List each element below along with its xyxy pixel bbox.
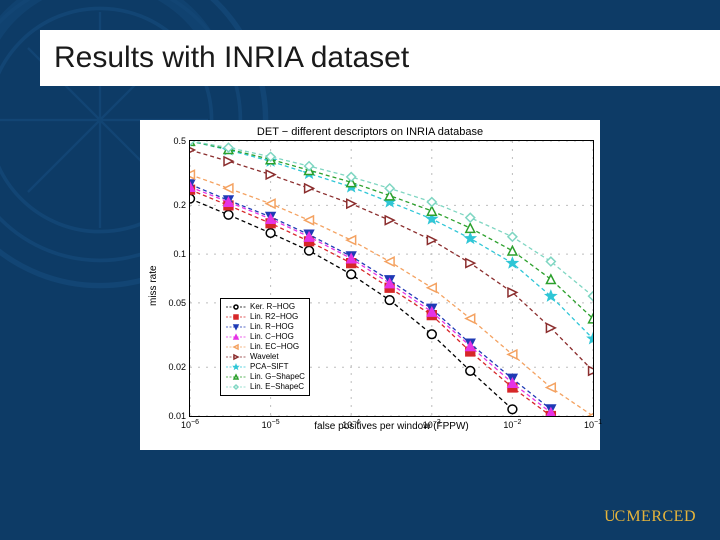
- title-bar: Results with INRIA dataset: [40, 30, 720, 86]
- chart-title: DET − different descriptors on INRIA dat…: [146, 126, 594, 138]
- ytick-label: 0.5: [173, 136, 186, 146]
- legend-swatch: [225, 303, 247, 311]
- plot-column: Ker. R−HOGLin. R2−HOGLin. R−HOGLin. C−HO…: [161, 140, 594, 432]
- x-axis-label: false positives per window (FPPW): [189, 421, 594, 432]
- ucmerced-logo: UC MERCED: [604, 508, 696, 526]
- xtick-label: 10−1: [584, 419, 602, 430]
- ytick-label: 0.02: [168, 362, 186, 372]
- xtick-label: 10−3: [423, 419, 441, 430]
- legend-swatch: [225, 363, 247, 371]
- y-axis-label: miss rate: [146, 140, 161, 432]
- legend-label: Wavelet: [250, 352, 279, 362]
- ytick-label: 0.2: [173, 200, 186, 210]
- legend-swatch: [225, 313, 247, 321]
- slide-title: Results with INRIA dataset: [54, 41, 409, 75]
- legend-label: Lin. R−HOG: [250, 322, 294, 332]
- legend-swatch: [225, 383, 247, 391]
- xtick-label: 10−5: [262, 419, 280, 430]
- slide-background: Results with INRIA dataset DET − differe…: [0, 0, 720, 540]
- legend-item: Lin. G−ShapeC: [225, 372, 305, 382]
- xtick-label: 10−6: [181, 419, 199, 430]
- legend-label: Lin. C−HOG: [250, 332, 294, 342]
- legend-item: Lin. E−ShapeC: [225, 382, 305, 392]
- ytick-label: 0.05: [168, 298, 186, 308]
- legend-label: Lin. R2−HOG: [250, 312, 298, 322]
- legend-label: Ker. R−HOG: [250, 302, 295, 312]
- legend-label: Lin. G−ShapeC: [250, 372, 305, 382]
- legend-label: PCA−SIFT: [250, 362, 288, 372]
- logo-name: MERCED: [626, 508, 696, 526]
- legend-item: Lin. C−HOG: [225, 332, 305, 342]
- plot-box: Ker. R−HOGLin. R2−HOGLin. R−HOGLin. C−HO…: [189, 140, 594, 417]
- legend-label: Lin. EC−HOG: [250, 342, 299, 352]
- legend-item: PCA−SIFT: [225, 362, 305, 372]
- legend-item: Lin. R−HOG: [225, 322, 305, 332]
- det-chart: DET − different descriptors on INRIA dat…: [140, 120, 600, 450]
- legend: Ker. R−HOGLin. R2−HOGLin. R−HOGLin. C−HO…: [220, 298, 310, 396]
- plot-wrap: miss rate Ker. R−HOGLin. R2−HOGLin. R−HO…: [146, 140, 594, 432]
- legend-swatch: [225, 333, 247, 341]
- xtick-label: 10−2: [503, 419, 521, 430]
- logo-prefix: UC: [604, 508, 624, 526]
- legend-swatch: [225, 323, 247, 331]
- legend-swatch: [225, 343, 247, 351]
- legend-swatch: [225, 373, 247, 381]
- legend-item: Lin. EC−HOG: [225, 342, 305, 352]
- legend-item: Lin. R2−HOG: [225, 312, 305, 322]
- legend-label: Lin. E−ShapeC: [250, 382, 304, 392]
- legend-swatch: [225, 353, 247, 361]
- legend-item: Ker. R−HOG: [225, 302, 305, 312]
- ytick-label: 0.1: [173, 249, 186, 259]
- legend-item: Wavelet: [225, 352, 305, 362]
- xtick-label: 10−4: [342, 419, 360, 430]
